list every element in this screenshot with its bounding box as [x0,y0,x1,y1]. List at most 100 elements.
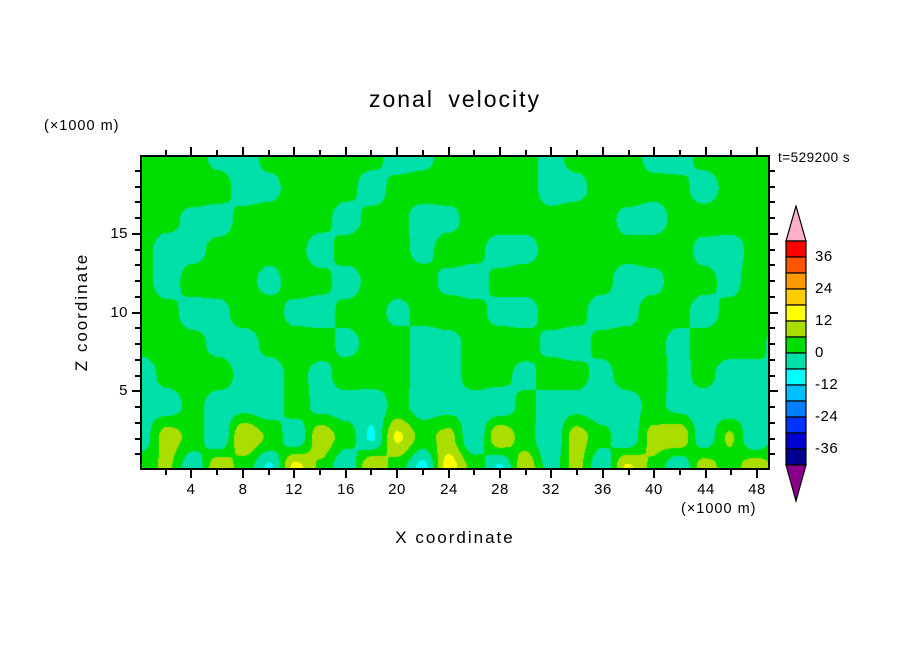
z-tick [135,249,140,251]
colorbar-segment [785,448,807,466]
z-tick-label: 10 [110,304,128,321]
z-tick-label: 15 [110,225,128,242]
z-tick [135,280,140,282]
z-tick [770,359,775,361]
colorbar-top-arrow [785,203,807,242]
z-tick [770,170,775,172]
z-tick [135,422,140,424]
x-tick [190,470,192,478]
z-tick [770,438,775,440]
colorbar-label: 12 [815,312,833,329]
z-tick [770,312,778,314]
z-tick [770,453,775,455]
x-tick-label: 44 [697,481,715,498]
x-tick [473,470,475,475]
colorbar-segment [785,432,807,450]
z-tick [770,390,778,392]
x-tick [448,470,450,478]
y-axis-unit-label: (×1000 m) [44,118,120,134]
colorbar-segment [785,352,807,370]
x-tick [679,150,681,155]
x-tick [525,470,527,475]
z-tick [770,296,775,298]
colorbar-svg [785,203,807,504]
z-tick [135,359,140,361]
z-tick [135,406,140,408]
x-tick [705,470,707,478]
x-tick-label: 8 [238,481,248,498]
x-tick [345,147,347,155]
x-tick [550,470,552,478]
z-tick [770,406,775,408]
colorbar-label: 24 [815,280,833,297]
x-tick-label: 36 [594,481,612,498]
colorbar-segment [785,304,807,322]
contour-field-canvas [142,157,768,468]
x-tick-label: 16 [337,481,355,498]
z-tick-label: 5 [119,382,128,399]
x-tick [653,147,655,155]
z-tick [770,264,775,266]
x-tick-label: 32 [542,481,560,498]
time-annotation: t=529200 s [778,150,851,165]
x-tick [550,147,552,155]
x-tick [679,470,681,475]
x-tick [370,150,372,155]
y-axis-label: Z coordinate [72,252,91,372]
z-tick [770,249,775,251]
x-tick [268,470,270,475]
x-tick [628,150,630,155]
z-tick [135,186,140,188]
x-tick-label: 20 [388,481,406,498]
colorbar-segment [785,288,807,306]
z-tick [135,327,140,329]
x-tick [576,150,578,155]
colorbar-label: 36 [815,248,833,265]
z-tick [770,233,778,235]
colorbar-label: -36 [815,440,839,457]
plot-frame [140,155,770,470]
x-tick [730,470,732,475]
colorbar-segment [785,272,807,290]
colorbar-segment [785,416,807,434]
x-tick [730,150,732,155]
z-tick [770,186,775,188]
x-tick [705,147,707,155]
z-tick [135,375,140,377]
x-tick [396,470,398,478]
x-tick [242,470,244,478]
z-tick [135,170,140,172]
z-tick [135,438,140,440]
x-tick [756,147,758,155]
colorbar-segment [785,240,807,258]
colorbar-label: -24 [815,408,839,425]
z-tick [770,375,775,377]
x-tick [422,470,424,475]
x-tick [448,147,450,155]
z-tick [770,280,775,282]
colorbar-bottom-arrow [785,464,807,504]
x-tick [345,470,347,478]
x-tick [396,147,398,155]
colorbar-segment [785,256,807,274]
x-tick-label: 48 [748,481,766,498]
x-tick-label: 24 [440,481,458,498]
x-tick [756,470,758,478]
x-tick [576,470,578,475]
colorbar-label: -12 [815,376,839,393]
z-tick [770,217,775,219]
x-tick-label: 12 [285,481,303,498]
z-tick [770,343,775,345]
x-tick [602,470,604,478]
x-tick [628,470,630,475]
x-tick [319,150,321,155]
x-tick [473,150,475,155]
colorbar-label: 0 [815,344,824,361]
colorbar-segment [785,368,807,386]
x-tick [422,150,424,155]
x-tick-label: 40 [645,481,663,498]
z-tick [135,217,140,219]
x-axis-unit-label: (×1000 m) [681,501,757,517]
z-tick [135,201,140,203]
z-tick [135,453,140,455]
